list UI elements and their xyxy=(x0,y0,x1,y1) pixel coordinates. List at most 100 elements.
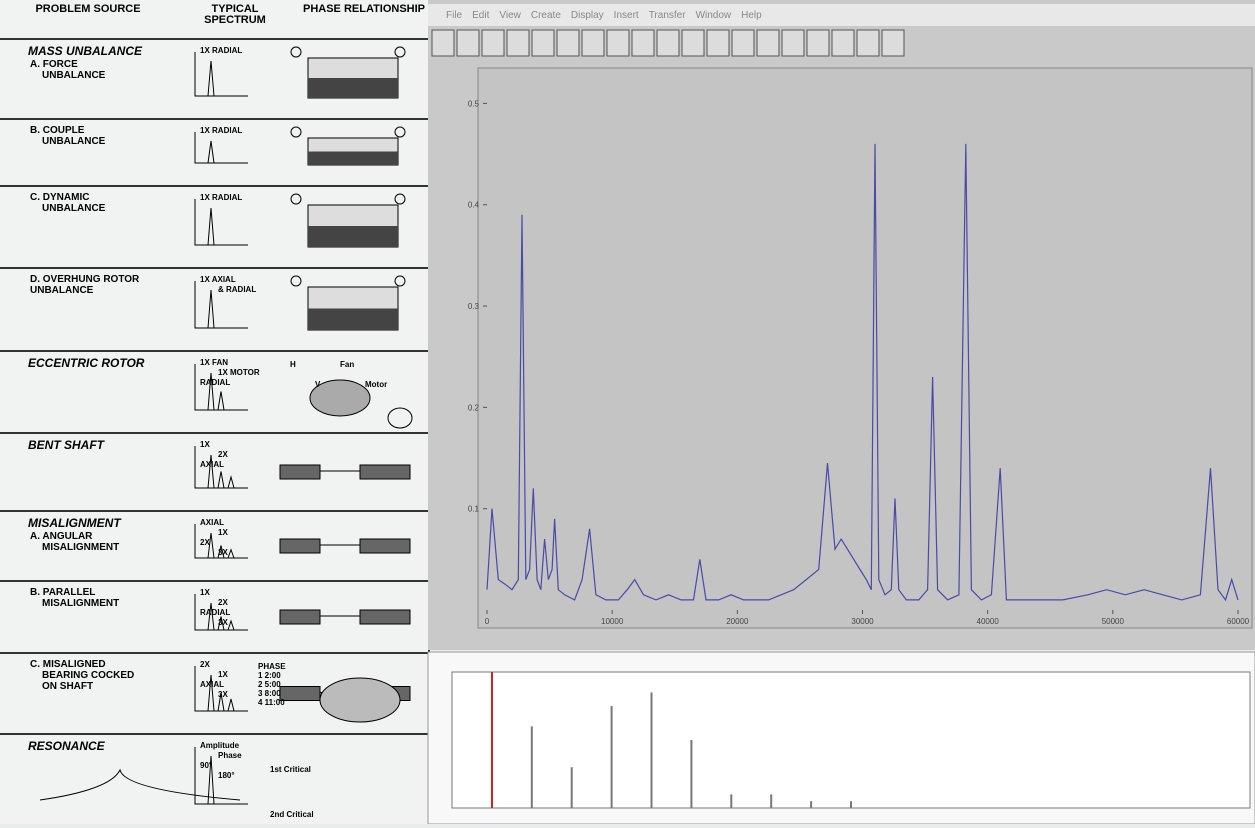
phase-label: 2 5:00 xyxy=(258,680,281,689)
spectrum-axis xyxy=(194,446,248,489)
spike xyxy=(207,60,215,97)
spike xyxy=(217,545,225,559)
sensor xyxy=(394,193,406,205)
spike xyxy=(207,207,215,246)
spectrum-label: 1X RADIAL xyxy=(200,46,243,55)
spectrum-label: 1X xyxy=(218,528,228,537)
sensor xyxy=(290,275,302,287)
menu-item[interactable]: File xyxy=(446,9,463,21)
source-label: UNBALANCE xyxy=(42,203,106,214)
source-label: D. OVERHUNG ROTOR xyxy=(30,274,140,285)
lower-plot xyxy=(451,671,1251,809)
spectrum-label: 1X AXIAL xyxy=(200,275,236,284)
fault-row: MASS UNBALANCE A. FORCE UNBALANCE 1X RADIAL xyxy=(0,38,428,120)
spectrum-label: 3X xyxy=(218,618,228,627)
source-label: B. COUPLE xyxy=(30,125,85,136)
spectrum-label: 1X xyxy=(200,440,210,449)
sensor xyxy=(290,193,302,205)
source-label: C. DYNAMIC xyxy=(30,192,90,203)
fault-row: C. DYNAMIC UNBALANCE 1X RADIAL xyxy=(0,185,428,269)
machine xyxy=(359,464,411,480)
spectrum-label: 180° xyxy=(218,771,235,780)
machine xyxy=(279,686,321,701)
fault-row: RESONANCE Amplitude Phase 90° 180° 1st Critic… xyxy=(0,733,428,828)
spectrum-axis xyxy=(194,594,248,631)
pulley xyxy=(387,407,413,429)
fault-row: D. OVERHUNG ROTOR UNBALANCE 1X AXIAL & RADI… xyxy=(0,267,428,352)
sensor xyxy=(394,126,406,138)
source-label: UNBALANCE xyxy=(30,285,94,296)
phase-label: 2nd Critical xyxy=(270,810,314,819)
machine xyxy=(359,538,411,554)
phase-label: 3 8:00 xyxy=(258,689,281,698)
spectrum-axis xyxy=(194,747,248,805)
fault-row: BENT SHAFT 1X 2X AXIAL xyxy=(0,432,428,512)
fault-row: MISALIGNMENT A. ANGULAR MISALIGNMENT AXIAL 1… xyxy=(0,510,428,582)
rotor-band xyxy=(308,151,398,165)
sensor xyxy=(290,46,302,58)
spectrum-label: 1X xyxy=(218,670,228,679)
spectrum-label: Amplitude xyxy=(200,741,240,750)
menu-item[interactable]: View xyxy=(499,9,521,21)
phase-label: Motor xyxy=(365,380,388,389)
spectrum-label: 2X xyxy=(200,538,210,547)
fault-row: ECCENTRIC ROTOR 1X FAN 1X MOTOR RADIAL H V Fan… xyxy=(0,350,428,434)
spectrum-axis xyxy=(194,52,248,97)
source-label: ON SHAFT xyxy=(42,681,94,692)
source-label: UNBALANCE xyxy=(42,70,106,81)
spectrum-label: 1X FAN xyxy=(200,358,229,367)
bearing xyxy=(319,677,401,723)
spectrum-label: 1X RADIAL xyxy=(200,126,243,135)
menu-item[interactable]: Edit xyxy=(472,9,490,21)
column-header: TYPICAL SPECTRUM xyxy=(204,3,266,26)
spike xyxy=(207,289,215,329)
spectrum-label: 1X RADIAL xyxy=(200,193,243,202)
source-label: BEARING COCKED xyxy=(42,670,135,681)
source-label: UNBALANCE xyxy=(42,136,106,147)
menu-item[interactable]: Help xyxy=(741,9,762,21)
spike xyxy=(207,140,215,164)
phase-label: 4 11:00 xyxy=(258,698,285,707)
spike xyxy=(207,602,215,631)
spike xyxy=(227,475,235,489)
analyzer-window: File Edit View Create Display Insert Transfer W… xyxy=(428,0,1255,650)
source-label: A. FORCE xyxy=(30,59,78,70)
spike xyxy=(227,548,235,559)
fault-chart: PROBLEM SOURCE TYPICAL SPECTRUM PHASE RELA… xyxy=(0,0,430,824)
spectrum-label: 3X xyxy=(218,548,228,557)
spike xyxy=(207,454,215,489)
machine xyxy=(279,609,321,625)
menu-item[interactable]: Window xyxy=(695,9,732,21)
menu-item[interactable]: Transfer xyxy=(648,9,686,21)
machine xyxy=(279,464,321,480)
source-label: C. MISALIGNED xyxy=(30,659,106,670)
spectrum-label: & RADIAL xyxy=(218,285,257,294)
sensor xyxy=(394,275,406,287)
column-header: PROBLEM SOURCE xyxy=(35,3,141,15)
spectrum-label: 2X xyxy=(200,660,210,669)
spectrum-label: AXIAL xyxy=(200,680,224,689)
phase-label: Fan xyxy=(340,360,355,369)
menu-item[interactable]: Display xyxy=(570,9,604,21)
source-label: MISALIGNMENT xyxy=(42,542,120,553)
group-title: MISALIGNMENT xyxy=(28,516,121,530)
menu-item[interactable]: Create xyxy=(530,9,561,21)
column-header: PHASE RELATIONSHIP xyxy=(302,3,426,15)
group-title: BENT SHAFT xyxy=(28,438,104,452)
source-label: A. ANGULAR xyxy=(30,531,93,542)
resonance-curve xyxy=(39,768,241,801)
pulley xyxy=(309,379,371,417)
sensor xyxy=(290,126,302,138)
group-title: RESONANCE xyxy=(28,739,105,753)
spectrum-axis xyxy=(194,199,248,246)
spectrum-axis xyxy=(194,132,248,164)
spectrum-label: 3X xyxy=(218,690,228,699)
menu-item[interactable]: Insert xyxy=(613,9,639,21)
machine xyxy=(359,609,411,625)
lower-panel xyxy=(427,651,1255,824)
sensor xyxy=(394,46,406,58)
machine xyxy=(279,538,321,554)
spectrum-axis xyxy=(194,281,248,329)
spike xyxy=(217,692,225,712)
